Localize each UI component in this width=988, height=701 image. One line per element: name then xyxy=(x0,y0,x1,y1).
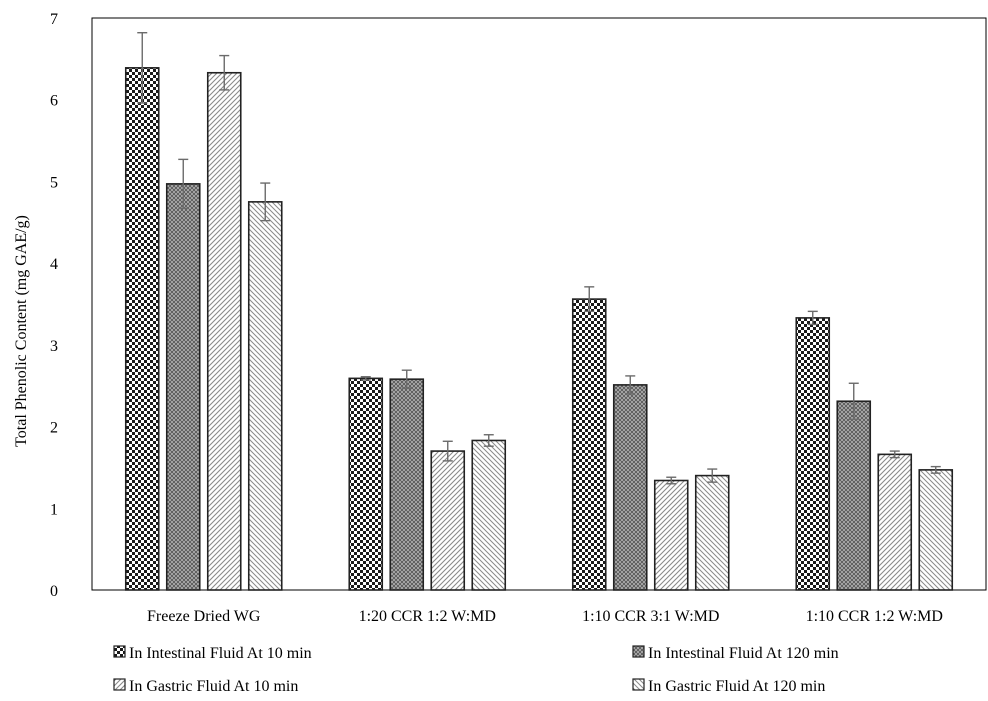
x-category-label: 1:10 CCR 1:2 W:MD xyxy=(806,608,943,625)
legend-swatch xyxy=(632,645,645,658)
x-category-label: Freeze Dried WG xyxy=(147,608,261,625)
axes xyxy=(91,17,987,591)
bar xyxy=(653,479,689,591)
bar xyxy=(918,469,954,591)
bar xyxy=(206,71,242,591)
bar xyxy=(165,183,201,591)
bar xyxy=(795,317,831,591)
error-bars xyxy=(137,32,941,485)
legend-swatch xyxy=(113,678,126,691)
legend: In Intestinal Fluid At 10 min In Intestin… xyxy=(113,645,839,695)
y-tick-label: 0 xyxy=(50,583,58,600)
y-tick-label: 5 xyxy=(50,174,58,191)
bar xyxy=(471,439,507,591)
x-category-label: 1:20 CCR 1:2 W:MD xyxy=(359,608,496,625)
plot-frame xyxy=(91,17,987,591)
bar xyxy=(348,377,384,591)
y-tick-label: 6 xyxy=(50,93,58,110)
legend-label: In Intestinal Fluid At 120 min xyxy=(648,645,839,662)
y-tick-label: 2 xyxy=(50,420,58,437)
y-tick-label: 1 xyxy=(50,501,58,518)
legend-swatch xyxy=(632,678,645,691)
y-tick-label: 3 xyxy=(50,338,58,355)
y-tick-label: 4 xyxy=(50,256,58,273)
legend-label: In Gastric Fluid At 10 min xyxy=(129,678,298,695)
bar xyxy=(612,384,648,591)
bar xyxy=(430,450,466,591)
y-tick-label: 7 xyxy=(50,11,58,28)
x-category-label: 1:10 CCR 3:1 W:MD xyxy=(582,608,719,625)
bar xyxy=(877,453,913,591)
bar xyxy=(247,201,283,591)
bar xyxy=(571,298,607,591)
bar xyxy=(836,400,872,591)
legend-label: In Intestinal Fluid At 10 min xyxy=(129,645,312,662)
legend-swatch xyxy=(113,645,126,658)
legend-label: In Gastric Fluid At 120 min xyxy=(648,678,825,695)
y-axis-title: Total Phenolic Content (mg GAE/g) xyxy=(13,215,30,447)
axis-labels: 0 1 2 3 4 5 6 7 Freeze Dried WG 1:20 CCR 1:2 W:MD… xyxy=(50,11,943,625)
bars xyxy=(124,67,954,591)
bar xyxy=(389,378,425,591)
bar xyxy=(124,67,160,591)
bar xyxy=(694,474,730,591)
